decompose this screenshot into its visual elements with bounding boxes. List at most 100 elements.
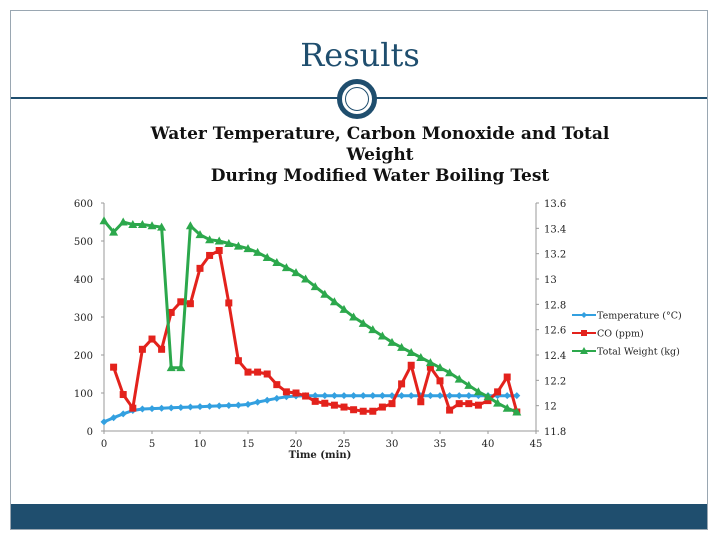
temperature-point [408, 392, 415, 399]
temperature-point [331, 392, 338, 399]
co-point [417, 398, 424, 405]
weight-point [186, 221, 195, 229]
series-line-2 [114, 251, 517, 413]
co-point [129, 405, 136, 412]
co-point [398, 380, 405, 387]
co-point [110, 364, 117, 371]
legend-label: Temperature (°C) [597, 311, 682, 322]
y-right-tick-label: 13.6 [544, 199, 566, 210]
co-point [158, 346, 165, 353]
co-point [350, 406, 357, 413]
co-point [389, 400, 396, 407]
x-tick-label: 30 [386, 439, 399, 450]
y-right-tick-label: 13.4 [544, 224, 566, 235]
co-point [341, 404, 348, 411]
temperature-point [379, 392, 386, 399]
x-tick-label: 5 [149, 439, 155, 450]
temperature-point [235, 402, 242, 409]
temperature-point [177, 404, 184, 411]
x-tick-label: 25 [338, 439, 351, 450]
legend-label: CO (ppm) [597, 329, 644, 340]
temperature-point [360, 392, 367, 399]
y-left-tick-label: 400 [74, 275, 93, 286]
y-right-tick-label: 12.4 [544, 351, 566, 362]
co-point [437, 377, 444, 384]
co-point [120, 391, 127, 398]
temperature-point [350, 392, 357, 399]
y-left-tick-label: 200 [74, 351, 93, 362]
co-point [254, 369, 261, 376]
y-right-tick-label: 12.8 [544, 300, 566, 311]
temperature-point [216, 402, 223, 409]
temperature-point [158, 405, 165, 412]
temperature-point [254, 399, 261, 406]
temperature-point [398, 392, 405, 399]
temperature-point [504, 392, 511, 399]
co-point [139, 346, 146, 353]
co-point [331, 402, 338, 409]
co-point [187, 300, 194, 307]
x-tick-label: 20 [290, 439, 303, 450]
co-point [302, 393, 309, 400]
co-point [360, 408, 367, 415]
x-axis-label: Time (min) [289, 450, 352, 461]
co-point [149, 336, 156, 343]
temperature-point [341, 392, 348, 399]
y-left-tick-label: 0 [87, 427, 93, 438]
legend-label: Total Weight (kg) [597, 347, 680, 358]
co-point [225, 299, 232, 306]
temperature-point [437, 392, 444, 399]
y-right-tick-label: 12.6 [544, 326, 566, 337]
y-right-tick-label: 11.8 [544, 427, 566, 438]
y-right-tick-label: 12.2 [544, 376, 566, 387]
co-point [264, 371, 271, 378]
x-tick-label: 15 [242, 439, 255, 450]
co-point [197, 265, 204, 272]
x-tick-label: 45 [530, 439, 543, 450]
temperature-point [465, 392, 472, 399]
co-point [283, 388, 290, 395]
co-point [321, 400, 328, 407]
temperature-point [206, 403, 213, 410]
temperature-point [264, 397, 271, 404]
co-point [293, 390, 300, 397]
x-tick-label: 10 [194, 439, 207, 450]
y-right-tick-label: 13 [544, 275, 557, 286]
weight-point [100, 216, 109, 224]
x-tick-label: 0 [101, 439, 107, 450]
footer-bar [11, 504, 707, 529]
legend-marker [581, 330, 587, 336]
co-point [408, 362, 415, 369]
temperature-point [456, 392, 463, 399]
co-point [475, 402, 482, 409]
temperature-point [369, 392, 376, 399]
co-point [273, 381, 280, 388]
y-left-tick-label: 100 [74, 389, 93, 400]
co-point [456, 400, 463, 407]
y-left-tick-label: 500 [74, 237, 93, 248]
y-left-tick-label: 300 [74, 313, 93, 324]
temperature-point [273, 395, 280, 402]
temperature-point [168, 404, 175, 411]
temperature-point [225, 402, 232, 409]
series-line-3 [104, 221, 517, 412]
temperature-point [321, 392, 328, 399]
co-point [312, 398, 319, 405]
y-left-tick-label: 600 [74, 199, 93, 210]
co-point [206, 252, 213, 259]
y-right-tick-label: 12 [544, 402, 557, 413]
co-point [465, 400, 472, 407]
legend-marker [581, 312, 587, 318]
x-tick-label: 35 [434, 439, 447, 450]
co-point [216, 247, 223, 254]
x-tick-label: 40 [482, 439, 495, 450]
temperature-point [139, 405, 146, 412]
co-point [494, 388, 501, 395]
co-point [379, 404, 386, 411]
co-point [177, 298, 184, 305]
co-point [245, 369, 252, 376]
co-point [504, 374, 511, 381]
temperature-point [427, 392, 434, 399]
y-right-tick-label: 13.2 [544, 250, 566, 261]
co-point [369, 408, 376, 415]
